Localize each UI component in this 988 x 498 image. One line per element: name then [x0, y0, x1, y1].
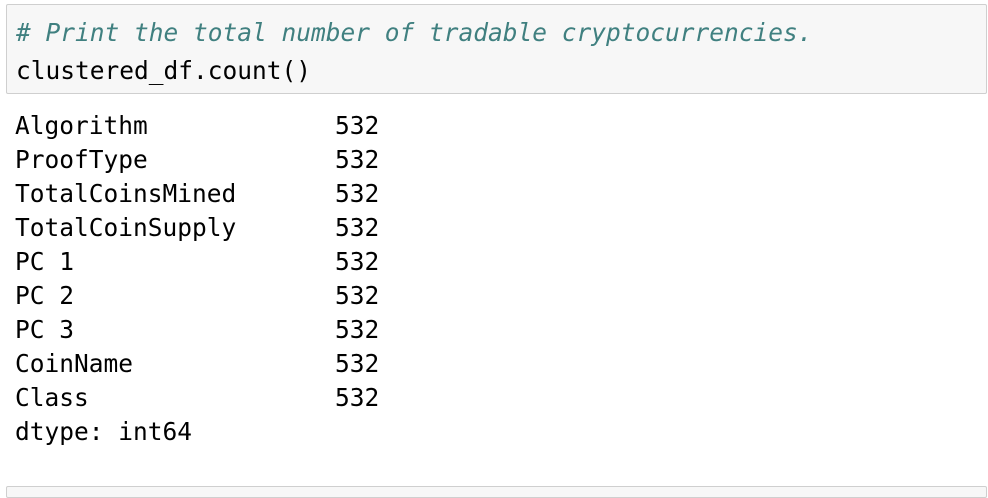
- column-count: 532: [335, 382, 380, 412]
- column-count: 532: [335, 280, 380, 310]
- column-name: TotalCoinSupply: [15, 212, 237, 242]
- column-count: 532: [335, 212, 380, 242]
- column-name: Class: [15, 382, 89, 412]
- output-row: TotalCoinSupply 532: [15, 210, 615, 244]
- output-row: Class 532: [15, 380, 615, 414]
- column-name: CoinName: [15, 348, 134, 378]
- dtype-label: dtype: int64: [15, 416, 193, 446]
- code-statement: clustered_df.count(): [16, 56, 312, 85]
- output-row: PC 1 532: [15, 244, 615, 278]
- code-comment: # Print the total number of tradable cry…: [16, 18, 813, 47]
- column-count: 532: [335, 348, 380, 378]
- column-count: 532: [335, 144, 380, 174]
- next-code-cell[interactable]: [6, 486, 987, 498]
- output-row: PC 3 532: [15, 312, 615, 346]
- output-row: Algorithm 532: [15, 108, 615, 142]
- code-input-cell[interactable]: # Print the total number of tradable cry…: [6, 4, 987, 94]
- column-name: Algorithm: [15, 110, 148, 140]
- column-name: TotalCoinsMined: [15, 178, 237, 208]
- output-row: PC 2 532: [15, 278, 615, 312]
- column-count: 532: [335, 110, 380, 140]
- column-count: 532: [335, 314, 380, 344]
- column-name: PC 2: [15, 280, 75, 310]
- cell-output: Algorithm 532 ProofType 532 TotalCoinsMi…: [15, 108, 615, 448]
- column-count: 532: [335, 178, 380, 208]
- column-name: PC 3: [15, 314, 75, 344]
- output-row: CoinName 532: [15, 346, 615, 380]
- column-name: PC 1: [15, 246, 75, 276]
- column-count: 532: [335, 246, 380, 276]
- output-row: ProofType 532: [15, 142, 615, 176]
- output-row: TotalCoinsMined 532: [15, 176, 615, 210]
- column-name: ProofType: [15, 144, 148, 174]
